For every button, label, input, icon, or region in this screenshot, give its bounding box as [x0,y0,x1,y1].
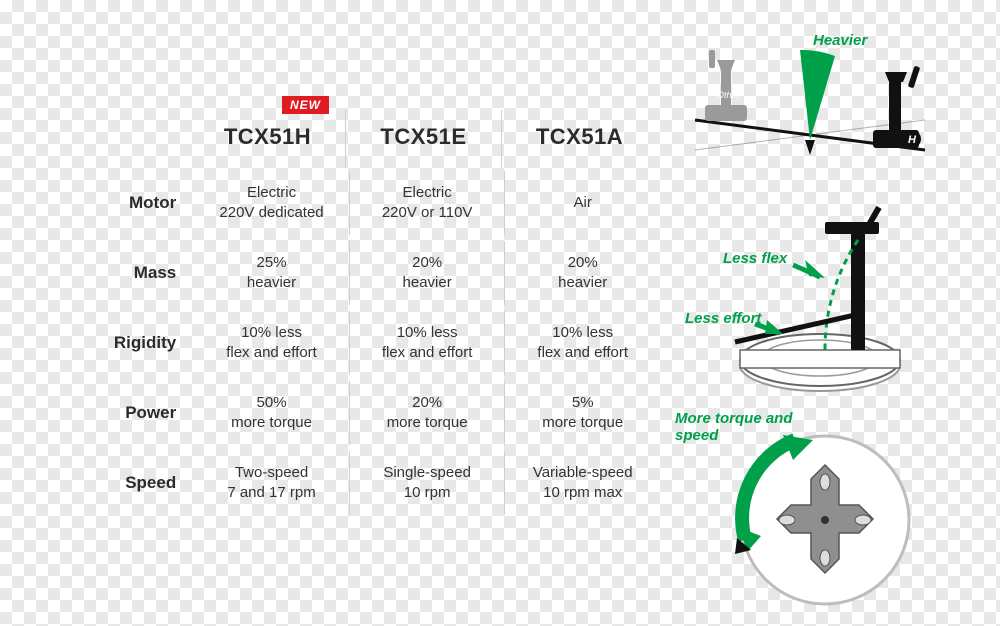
diagram-torque: More torque and speed [675,410,945,610]
cell: Electric220V dedicated [194,171,350,236]
row-label: Rigidity [60,333,194,353]
cell: 10% lessflex and effort [505,311,660,376]
table-row: Motor Electric220V dedicated Electric220… [60,168,660,238]
cell: Electric220V or 110V [350,171,506,236]
table-row: Rigidity 10% lessflex and effort 10% les… [60,308,660,378]
heavier-icon: Other H [675,20,945,190]
col-header: TCX51A [502,110,657,168]
row-label: Mass [60,263,194,283]
cell: 10% lessflex and effort [194,311,350,376]
cell: 25%heavier [194,241,350,306]
cell: Air [505,181,660,225]
diagrams-column: Heavier Other [675,20,945,610]
column-headers: TCX51H TCX51E TCX51A [190,110,660,168]
row-label: Speed [60,473,194,493]
diagram-heavier: Heavier Other [675,20,945,190]
table-row: Speed Two-speed7 and 17 rpm Single-speed… [60,448,660,518]
row-label: Motor [60,193,194,213]
new-badge: NEW [282,96,329,114]
cell: Variable-speed10 rpm max [505,451,660,516]
cell: 5%more torque [505,381,660,446]
flex-icon [675,200,945,400]
cell: 50%more torque [194,381,350,446]
cell: 20%heavier [505,241,660,306]
h-label: H [908,134,917,146]
other-label: Other [717,90,741,100]
torque-icon [685,410,935,610]
cell: 20%heavier [350,241,506,306]
row-label: Power [60,403,194,423]
cell: 20%more torque [350,381,506,446]
diagram-flex: Less flex Less effort [675,200,945,400]
col-header: TCX51H [190,110,346,168]
cell: 10% lessflex and effort [350,311,506,376]
comparison-table: NEW TCX51H TCX51E TCX51A Motor Electric2… [60,110,660,518]
col-header: TCX51E [346,110,502,168]
cell: Single-speed10 rpm [350,451,506,516]
table-row: Power 50%more torque 20%more torque 5%mo… [60,378,660,448]
table-row: Mass 25%heavier 20%heavier 20%heavier [60,238,660,308]
cell: Two-speed7 and 17 rpm [194,451,350,516]
